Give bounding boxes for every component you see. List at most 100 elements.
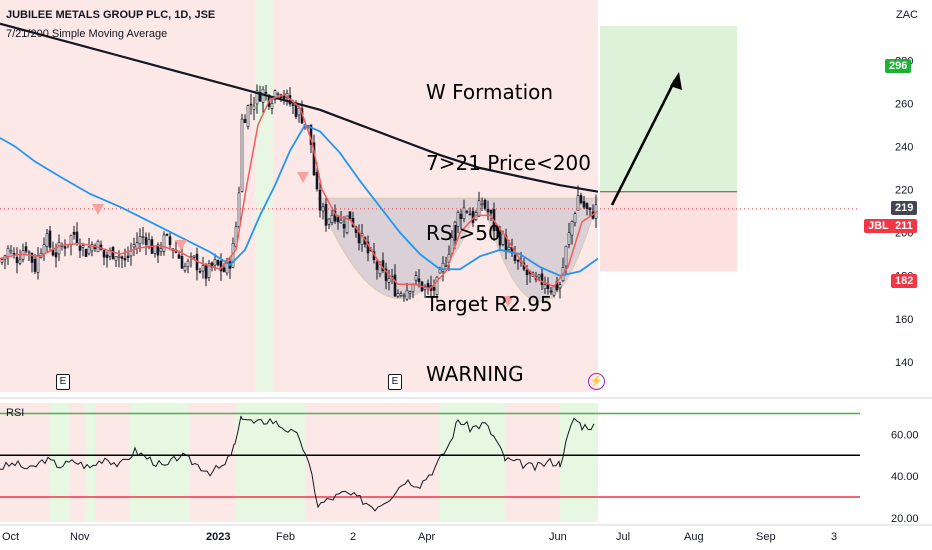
candle-body [138,236,142,244]
candle-body [321,206,325,212]
time-tick-label: Sep [756,531,776,543]
signal-marker [92,204,104,215]
candle-body [459,213,463,220]
candle-body [315,172,319,190]
candle-body [57,242,61,255]
annotation-line: RSI>50 [426,221,501,245]
earnings-icon[interactable]: E [56,374,70,390]
candle-body [129,250,133,257]
signal-marker [502,296,514,307]
candle-body [264,92,268,94]
sma7-line [0,93,599,290]
price-background [0,0,598,392]
rsi-bull-band [440,403,505,522]
signal-marker [175,240,187,251]
rsi-tick-label: 60.00 [891,429,919,441]
signal-marker [297,172,309,183]
candle-body [144,237,148,245]
candle-body [180,256,184,269]
sma200-line [0,22,599,193]
candle-body [168,236,172,246]
rsi-panel-title[interactable]: RSI [6,407,25,419]
candle-body [69,235,73,245]
target-price-badge: 296 [885,59,912,73]
time-tick-label: 2023 [206,531,230,543]
candle-body [81,245,85,248]
rsi-bull-band [85,403,95,522]
candle-body [579,195,583,204]
candle-body [117,255,121,258]
candle-body [27,251,31,254]
target-arrow [610,79,677,206]
candle-body [204,264,208,279]
rsi-bull-band [235,403,305,522]
time-tick-label: 3 [831,531,837,543]
candle-body [441,262,445,272]
candle-body [9,250,13,253]
candle-body [255,90,259,105]
candle-body [54,252,58,258]
earnings-icon[interactable]: E [388,374,402,390]
candle-body [0,259,4,263]
candle-body [540,273,544,285]
candle-body [396,293,400,297]
time-tick-label: Oct [2,531,19,543]
candle-body [72,231,76,235]
candle-body [15,256,19,264]
candle-body [348,211,352,220]
candle-body [339,219,343,224]
candle-body [402,295,406,298]
candle-body [18,259,22,264]
candle-body [120,256,124,259]
candle-body [240,118,244,192]
candle-body [192,255,196,258]
candle-body [207,263,211,278]
price-tick-label: 220 [895,185,913,197]
annotation-line: W Formation [426,80,554,104]
candle-body [411,283,415,292]
candle-body [162,234,166,252]
candle-body [87,246,91,255]
candle-body [246,105,250,127]
sma21-line [0,123,599,277]
candle-body [327,218,331,225]
candle-body [462,207,466,219]
candle-body [444,265,448,267]
candle-body [513,254,517,261]
candle-body [213,259,217,266]
candle-body [582,201,586,208]
time-tick-label: Jul [616,531,630,543]
candle-body [183,266,187,271]
candle-body [177,254,181,259]
trade-annotation: W Formation 7>21 Price<200 RSI>50 Target… [426,34,591,410]
candle-body [276,93,280,95]
candle-body [330,214,334,223]
stop-zone [600,191,737,272]
candle-body [483,199,487,209]
candle-body [123,258,127,261]
lightning-icon[interactable]: ⚡ [588,373,605,390]
entry-price-badge: 219 [891,201,918,215]
target-zone [600,25,737,192]
price-tick-label: 260 [895,98,913,110]
indicator-legend[interactable]: 7/21/200 Simple Moving Average [6,28,168,40]
candle-body [84,249,88,257]
candle-body [453,221,457,241]
candle-body [33,258,37,272]
candle-body [258,91,262,102]
candle-body [216,260,220,266]
candle-body [294,104,298,117]
rsi-line [0,415,595,512]
candle-body [558,284,562,289]
candle-body [537,274,541,278]
candle-body [486,208,490,213]
candle-body [408,291,412,294]
rsi-bull-band [560,403,598,522]
candle-body [525,269,529,276]
candle-body [159,248,163,252]
candle-body [381,260,385,271]
candle-body [549,290,553,293]
candle-body [36,254,40,273]
candle-body [156,244,160,256]
